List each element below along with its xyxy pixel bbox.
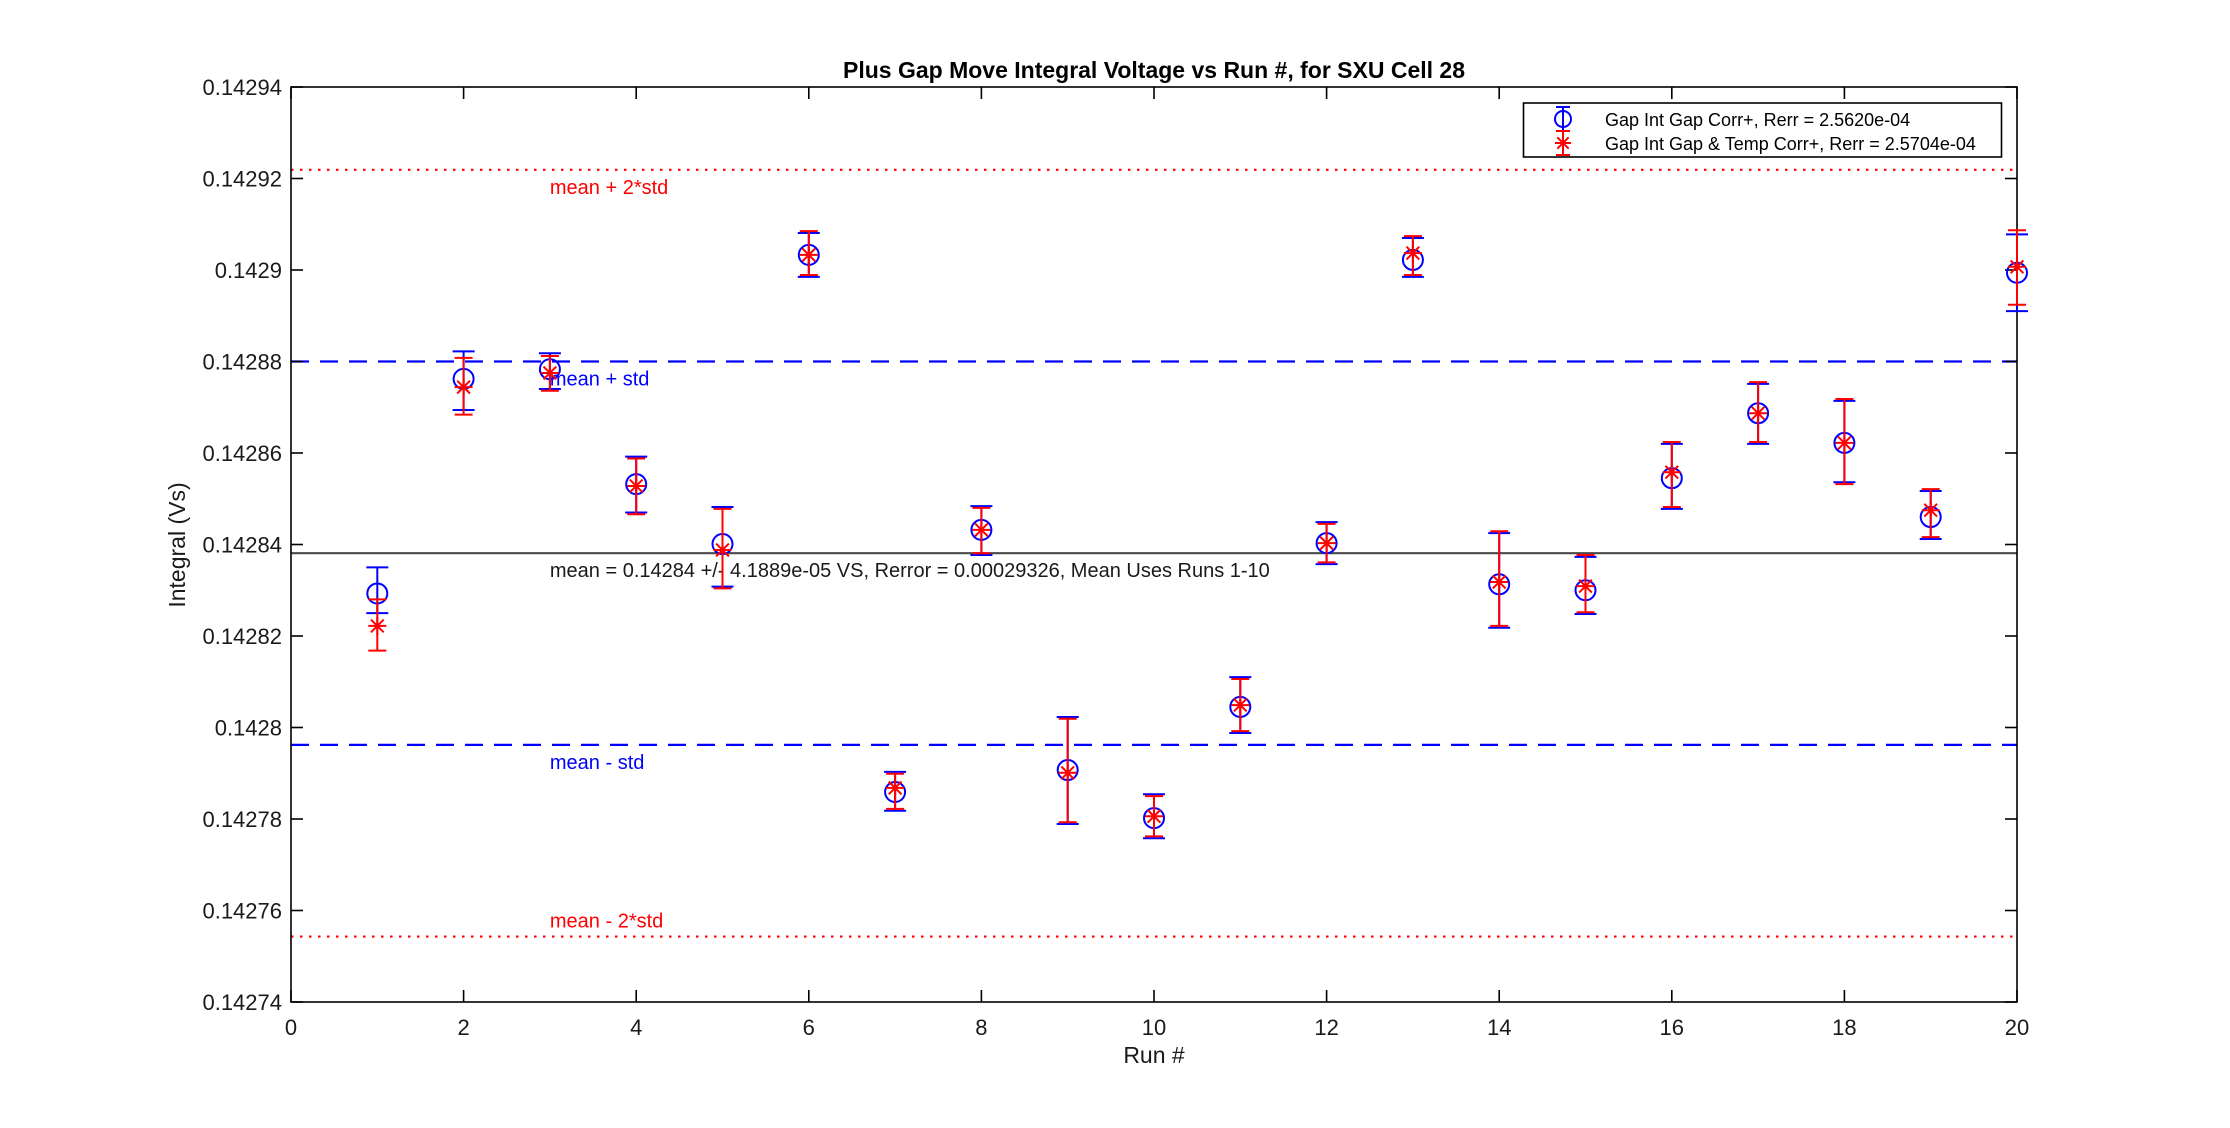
asterisk-spoke — [974, 522, 989, 537]
asterisk-spoke — [1923, 503, 1938, 518]
data-point-asterisk — [713, 540, 732, 559]
ref-label-mean-minus-std: mean - std — [550, 752, 644, 774]
legend-box — [1522, 102, 2003, 158]
axes-box — [290, 86, 2018, 1003]
data-point-asterisk — [368, 616, 387, 635]
series-asterisk — [368, 229, 2026, 838]
y-axis-label: Integral (Vs) — [164, 482, 190, 607]
data-point-asterisk — [540, 363, 559, 382]
data-point-asterisk — [1403, 244, 1422, 263]
asterisk-spoke — [370, 618, 385, 634]
plot-frame: 0 2 4 6 8 10 12 14 16 18 20 0.14274 0.14276 0.14278 0.… — [202, 75, 2029, 1040]
y-tick-label: 0.14282 — [202, 624, 282, 649]
x-tick-label: 4 — [630, 1015, 642, 1040]
x-tick-label: 12 — [1314, 1015, 1338, 1040]
y-tick-label: 0.14278 — [202, 807, 282, 832]
asterisk-spoke — [1146, 809, 1162, 824]
legend-entry-gap-int-gap-temp-corr: Gap Int Gap & Temp Corr+, Rerr = 2.5704e… — [1605, 134, 1976, 154]
x-tick-label: 10 — [1142, 1015, 1166, 1040]
y-tick-label: 0.14294 — [202, 75, 282, 100]
data-point-asterisk — [454, 378, 473, 397]
asterisk-spoke — [456, 380, 471, 395]
legend-markers — [1554, 106, 1572, 156]
asterisk-spoke — [1751, 406, 1766, 421]
x-tick-label: 0 — [285, 1015, 297, 1040]
x-tick-label: 8 — [975, 1015, 987, 1040]
y-tick-label: 0.1429 — [215, 258, 282, 283]
x-axis-label: Run # — [1123, 1042, 1185, 1068]
data-point-asterisk — [886, 778, 905, 797]
x-tick-label: 14 — [1487, 1015, 1511, 1040]
legend-circle-marker — [1554, 110, 1572, 128]
y-tick-label: 0.14292 — [202, 167, 282, 192]
data-point-asterisk — [1555, 135, 1571, 151]
asterisk-spoke — [542, 365, 557, 381]
asterisk-spoke — [1492, 574, 1507, 590]
data-point-asterisk — [799, 245, 818, 264]
ref-label-mean-annotation: mean = 0.14284 +/- 4.1889e-05 VS, Rerror… — [550, 560, 1270, 582]
y-tick-label: 0.14288 — [202, 350, 282, 375]
x-tick-label: 6 — [803, 1015, 815, 1040]
asterisk-spoke — [888, 780, 903, 795]
y-tick-label: 0.14286 — [202, 441, 282, 466]
ref-label-mean-minus-2std: mean - 2*std — [550, 911, 663, 933]
data-point-asterisk — [1058, 763, 1077, 782]
y-tick-label: 0.14284 — [202, 533, 282, 558]
legend: Gap Int Gap Corr+, Rerr = 2.5620e-04 Gap… — [1522, 102, 2003, 158]
x-tick-label: 16 — [1660, 1015, 1684, 1040]
x-tick-label: 2 — [457, 1015, 469, 1040]
chart-title: Plus Gap Move Integral Voltage vs Run #,… — [843, 57, 1465, 83]
y-tick-label: 0.14276 — [202, 899, 282, 924]
data-point-asterisk — [1490, 573, 1509, 592]
asterisk-spoke — [1578, 579, 1593, 594]
data-point-asterisk — [1231, 696, 1250, 715]
asterisk-spoke — [801, 247, 816, 262]
y-tick-label: 0.14274 — [202, 990, 282, 1015]
asterisk-spoke — [1405, 245, 1420, 261]
reference-lines-layer — [291, 168, 2017, 938]
asterisk-spoke — [2009, 259, 2025, 274]
ref-label-mean-plus-std: mean + std — [550, 369, 650, 391]
data-point-asterisk — [2008, 257, 2026, 276]
data-point-asterisk — [1749, 404, 1768, 423]
data-point-asterisk — [1835, 433, 1854, 452]
data-point-asterisk — [972, 520, 991, 539]
data-point-asterisk — [1317, 534, 1336, 553]
ref-label-mean-plus-2std: mean + 2*std — [550, 177, 668, 199]
asterisk-spoke — [1837, 435, 1852, 451]
data-point-asterisk — [1576, 577, 1595, 596]
asterisk-spoke — [629, 478, 644, 494]
series-circle — [366, 231, 2028, 840]
data-point-asterisk — [627, 476, 646, 495]
y-tick-label: 0.1428 — [215, 716, 282, 741]
asterisk-spoke — [1233, 697, 1248, 713]
asterisk-spoke — [1060, 765, 1075, 780]
data-point-asterisk — [1145, 807, 1163, 826]
x-tick-label: 20 — [2005, 1015, 2029, 1040]
asterisk-spoke — [1664, 465, 1679, 480]
x-tick-label: 18 — [1832, 1015, 1856, 1040]
asterisk-spoke — [1556, 136, 1570, 150]
legend-entry-gap-int-gap-corr: Gap Int Gap Corr+, Rerr = 2.5620e-04 — [1605, 110, 1910, 130]
data-series-layer — [366, 229, 2028, 840]
data-point-asterisk — [1662, 463, 1681, 482]
asterisk-spoke — [1319, 536, 1334, 551]
data-point-asterisk — [1921, 501, 1940, 520]
asterisk-spoke — [715, 542, 730, 558]
